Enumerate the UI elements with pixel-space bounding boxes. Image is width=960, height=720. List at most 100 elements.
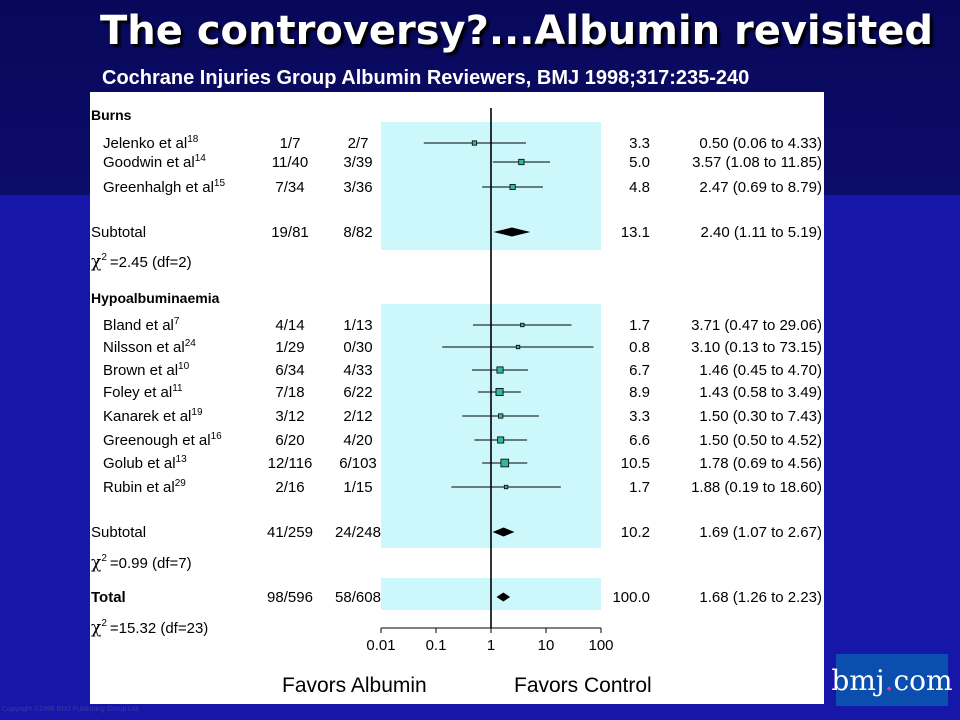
study-ref: 15 bbox=[214, 178, 226, 189]
control-count: 3/36 bbox=[343, 179, 372, 196]
study-ref: 10 bbox=[178, 361, 190, 372]
control-count: 6/103 bbox=[339, 455, 377, 472]
bmj-logo-right: com bbox=[893, 663, 953, 697]
chi-superscript: 2 bbox=[101, 618, 107, 629]
weight-value: 4.8 bbox=[629, 179, 650, 196]
bmj-logo-left: bmj bbox=[831, 663, 885, 697]
study-ref: 16 bbox=[211, 431, 223, 442]
point-estimate-box bbox=[471, 140, 478, 146]
albumin-count: 6/20 bbox=[275, 432, 304, 449]
weight-value: 1.7 bbox=[629, 479, 650, 496]
relative-risk-ci: 3.57 (1.08 to 11.85) bbox=[692, 154, 822, 171]
chi-symbol: χ bbox=[91, 618, 101, 638]
subtotal-hypoalbuminaemia-weight: 10.2 bbox=[621, 524, 650, 541]
forest-plot: Burns Jelenko et al18 1/7 2/7 3.3 0.50 (0.06 … bbox=[91, 107, 822, 654]
subtotal-hypoalbuminaemia-ci: 1.69 (1.07 to 2.67) bbox=[699, 524, 822, 541]
study-label: Nilsson et al24 bbox=[103, 338, 196, 356]
point-estimate-box bbox=[518, 158, 525, 166]
study-name: Bland et al bbox=[103, 317, 174, 334]
study-name: Jelenko et al bbox=[103, 135, 187, 152]
point-estimate-box bbox=[500, 458, 510, 468]
study-ref: 11 bbox=[172, 383, 183, 394]
favors-control-label: Favors Control bbox=[514, 674, 652, 697]
albumin-count: 4/14 bbox=[275, 317, 304, 334]
relative-risk-ci: 3.10 (0.13 to 73.15) bbox=[691, 339, 822, 356]
total-weight: 100.0 bbox=[612, 589, 650, 606]
copyright-note: Copyright ©1998 BMJ Publishing Group Ltd… bbox=[2, 706, 140, 713]
subtotal-hypoalbuminaemia-control: 24/248 bbox=[335, 524, 381, 541]
point-estimate-box bbox=[509, 183, 516, 191]
favors-albumin-label: Favors Albumin bbox=[282, 674, 427, 697]
albumin-count: 2/16 bbox=[275, 479, 304, 496]
relative-risk-ci: 3.71 (0.47 to 29.06) bbox=[691, 317, 822, 334]
study-label: Goodwin et al14 bbox=[103, 153, 206, 171]
study-name: Greenough et al bbox=[103, 432, 211, 449]
study-name: Rubin et al bbox=[103, 479, 175, 496]
weight-value: 6.6 bbox=[629, 432, 650, 449]
study-ref: 19 bbox=[191, 407, 203, 418]
study-label: Brown et al10 bbox=[103, 361, 190, 379]
chi-square-label: χ2 =15.32 (df=23) bbox=[91, 618, 208, 638]
chi-symbol: χ bbox=[91, 553, 101, 573]
study-ref: 29 bbox=[175, 478, 187, 489]
total-ci: 1.68 (1.26 to 2.23) bbox=[699, 589, 822, 606]
weight-value: 0.8 bbox=[629, 339, 650, 356]
forest-plot-panel: Burns Jelenko et al18 1/7 2/7 3.3 0.50 (0.06 … bbox=[90, 92, 824, 704]
slide-subtitle: Cochrane Injuries Group Albumin Reviewer… bbox=[102, 67, 750, 89]
x-axis-tick-label: 100 bbox=[588, 637, 613, 654]
relative-risk-ci: 1.50 (0.30 to 7.43) bbox=[699, 408, 822, 425]
weight-value: 3.3 bbox=[629, 408, 650, 425]
study-label: Rubin et al29 bbox=[103, 478, 186, 496]
subtotal-burns-diamond bbox=[493, 227, 531, 237]
subtotal-burns-label: Subtotal bbox=[91, 224, 146, 241]
group-heading: Burns bbox=[91, 107, 132, 123]
relative-risk-ci: 0.50 (0.06 to 4.33) bbox=[699, 135, 822, 152]
relative-risk-ci: 1.88 (0.19 to 18.60) bbox=[691, 479, 822, 496]
subtotal-burns-ci: 2.40 (1.11 to 5.19) bbox=[701, 224, 822, 241]
study-name: Kanarek et al bbox=[103, 408, 191, 425]
chi-superscript: 2 bbox=[101, 553, 107, 564]
study-name: Golub et al bbox=[103, 455, 176, 472]
control-count: 3/39 bbox=[343, 154, 372, 171]
study-label: Golub et al13 bbox=[103, 454, 187, 472]
point-estimate-box bbox=[498, 413, 504, 419]
relative-risk-ci: 1.50 (0.50 to 4.52) bbox=[699, 432, 822, 449]
study-label: Foley et al11 bbox=[103, 383, 183, 401]
study-name: Goodwin et al bbox=[103, 154, 195, 171]
chi-square-label: χ2 =2.45 (df=2) bbox=[91, 252, 192, 272]
weight-value: 10.5 bbox=[621, 455, 650, 472]
subtotal-hypoalbuminaemia-diamond bbox=[492, 527, 515, 537]
control-count: 4/33 bbox=[343, 362, 372, 379]
relative-risk-ci: 1.78 (0.69 to 4.56) bbox=[699, 455, 822, 472]
x-axis-tick-label: 10 bbox=[538, 637, 555, 654]
point-estimate-box bbox=[495, 388, 504, 396]
study-ref: 14 bbox=[195, 153, 207, 164]
albumin-count: 3/12 bbox=[275, 408, 304, 425]
albumin-count: 1/7 bbox=[280, 135, 301, 152]
control-count: 1/13 bbox=[343, 317, 372, 334]
control-count: 0/30 bbox=[343, 339, 372, 356]
chi-value: =0.99 (df=7) bbox=[110, 555, 192, 572]
total-control: 58/608 bbox=[335, 589, 381, 606]
study-ref: 18 bbox=[187, 134, 199, 145]
study-label: Jelenko et al18 bbox=[103, 134, 199, 152]
study-name: Nilsson et al bbox=[103, 339, 185, 356]
study-label: Bland et al7 bbox=[103, 316, 180, 334]
subtotal-burns-control: 8/82 bbox=[343, 224, 372, 241]
chi-value: =15.32 (df=23) bbox=[110, 620, 208, 637]
relative-risk-ci: 1.46 (0.45 to 4.70) bbox=[699, 362, 822, 379]
total-label: Total bbox=[91, 589, 126, 606]
subtotal-burns-albumin: 19/81 bbox=[271, 224, 309, 241]
study-name: Brown et al bbox=[103, 362, 178, 379]
study-label: Kanarek et al19 bbox=[103, 407, 203, 425]
study-ref: 7 bbox=[174, 316, 180, 327]
weight-value: 6.7 bbox=[629, 362, 650, 379]
chi-symbol: χ bbox=[91, 252, 101, 272]
control-count: 4/20 bbox=[343, 432, 372, 449]
control-count: 2/12 bbox=[343, 408, 372, 425]
point-estimate-box bbox=[497, 436, 505, 444]
chi-superscript: 2 bbox=[101, 252, 107, 263]
bmj-logo-dot: . bbox=[884, 663, 894, 697]
x-axis-tick-label: 0.01 bbox=[366, 637, 395, 654]
study-name: Foley et al bbox=[103, 384, 172, 401]
